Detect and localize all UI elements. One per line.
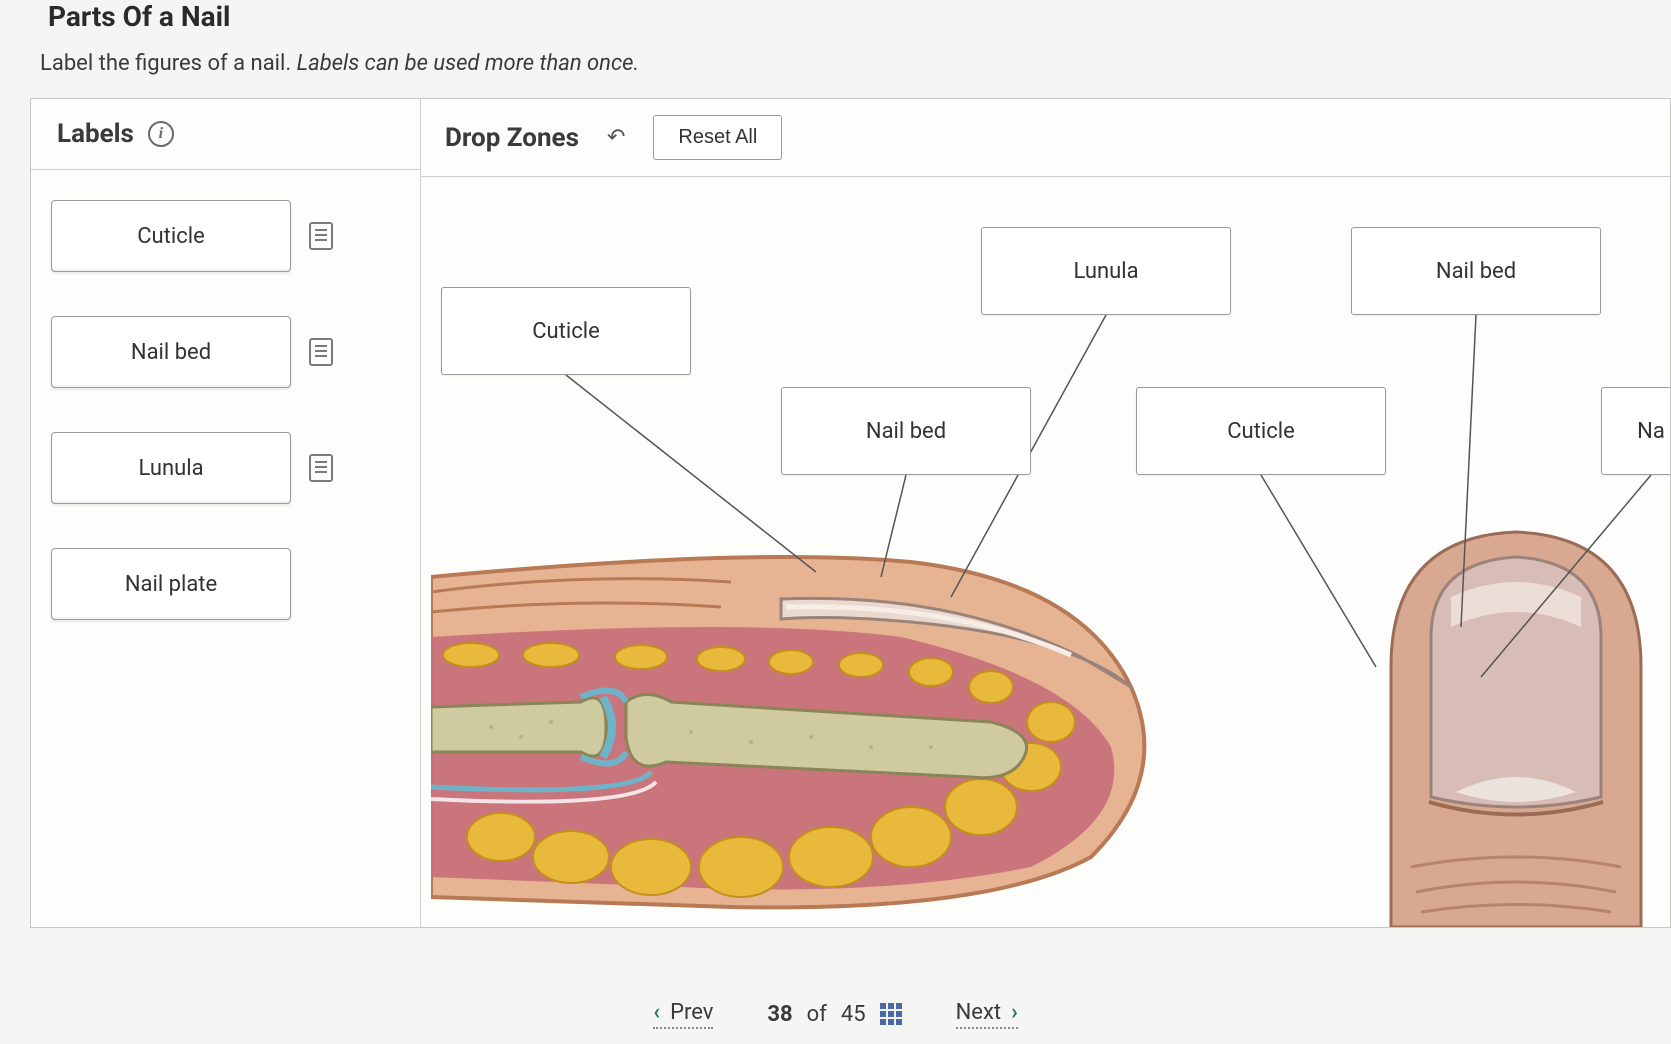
label-chip[interactable]: Nail plate — [51, 548, 291, 620]
chevron-left-icon: ‹ — [653, 1000, 660, 1025]
note-icon[interactable] — [309, 454, 333, 482]
finger-top-illustration — [1361, 507, 1670, 927]
label-row: Nail plate — [51, 548, 400, 620]
dropzone-label[interactable]: Cuticle — [1136, 387, 1386, 475]
nav-footer: ‹ Prev 38 of 45 Next › — [0, 984, 1671, 1044]
label-chip[interactable]: Nail bed — [51, 316, 291, 388]
note-icon[interactable] — [309, 338, 333, 366]
label-row: Cuticle — [51, 200, 400, 272]
labels-header: Labels i — [31, 99, 420, 170]
next-button[interactable]: Next › — [956, 1000, 1018, 1029]
dropzone-label[interactable]: Lunula — [981, 227, 1231, 315]
chevron-right-icon: › — [1011, 1000, 1018, 1025]
dropzone-label[interactable]: Na — [1601, 387, 1670, 475]
prev-label: Prev — [670, 1000, 713, 1025]
page-current: 38 — [767, 1002, 792, 1027]
label-chip[interactable]: Lunula — [51, 432, 291, 504]
dropzones-column: Drop Zones ↶ Reset All — [421, 99, 1670, 927]
label-row: Lunula — [51, 432, 400, 504]
page-total: 45 — [841, 1002, 866, 1027]
label-chip[interactable]: Cuticle — [51, 200, 291, 272]
finger-cross-section-illustration — [431, 537, 1171, 917]
page-of: of — [807, 1002, 827, 1027]
page-title: Parts Of a Nail — [0, 0, 1671, 51]
labels-column: Labels i Cuticle Nail bed Lunula Nail plate — [31, 99, 421, 927]
page-counter: 38 of 45 — [767, 1002, 901, 1027]
labels-list: Cuticle Nail bed Lunula Nail plate — [31, 170, 420, 650]
reset-all-button[interactable]: Reset All — [653, 115, 782, 160]
dropzone-label[interactable]: Nail bed — [781, 387, 1031, 475]
dropzone-label[interactable]: Nail bed — [1351, 227, 1601, 315]
instructions-italic: Labels can be used more than once. — [297, 51, 639, 76]
label-row: Nail bed — [51, 316, 400, 388]
undo-icon[interactable]: ↶ — [601, 121, 631, 154]
next-label: Next — [956, 1000, 1001, 1025]
dropzone-label[interactable]: Cuticle — [441, 287, 691, 375]
info-icon[interactable]: i — [148, 121, 174, 147]
dropzone-canvas[interactable]: CuticleNail bedLunulaCuticleNail bedNa — [421, 177, 1670, 927]
instructions-plain: Label the figures of a nail. — [40, 51, 297, 76]
labels-heading: Labels — [57, 119, 134, 149]
prev-button[interactable]: ‹ Prev — [653, 1000, 713, 1029]
dropzones-header: Drop Zones ↶ Reset All — [421, 99, 1670, 177]
note-icon[interactable] — [309, 222, 333, 250]
main-panel: Labels i Cuticle Nail bed Lunula Nail plate… — [30, 98, 1671, 928]
grid-icon[interactable] — [880, 1003, 902, 1025]
dropzones-heading: Drop Zones — [445, 123, 579, 153]
instructions: Label the figures of a nail. Labels can … — [0, 51, 1671, 98]
